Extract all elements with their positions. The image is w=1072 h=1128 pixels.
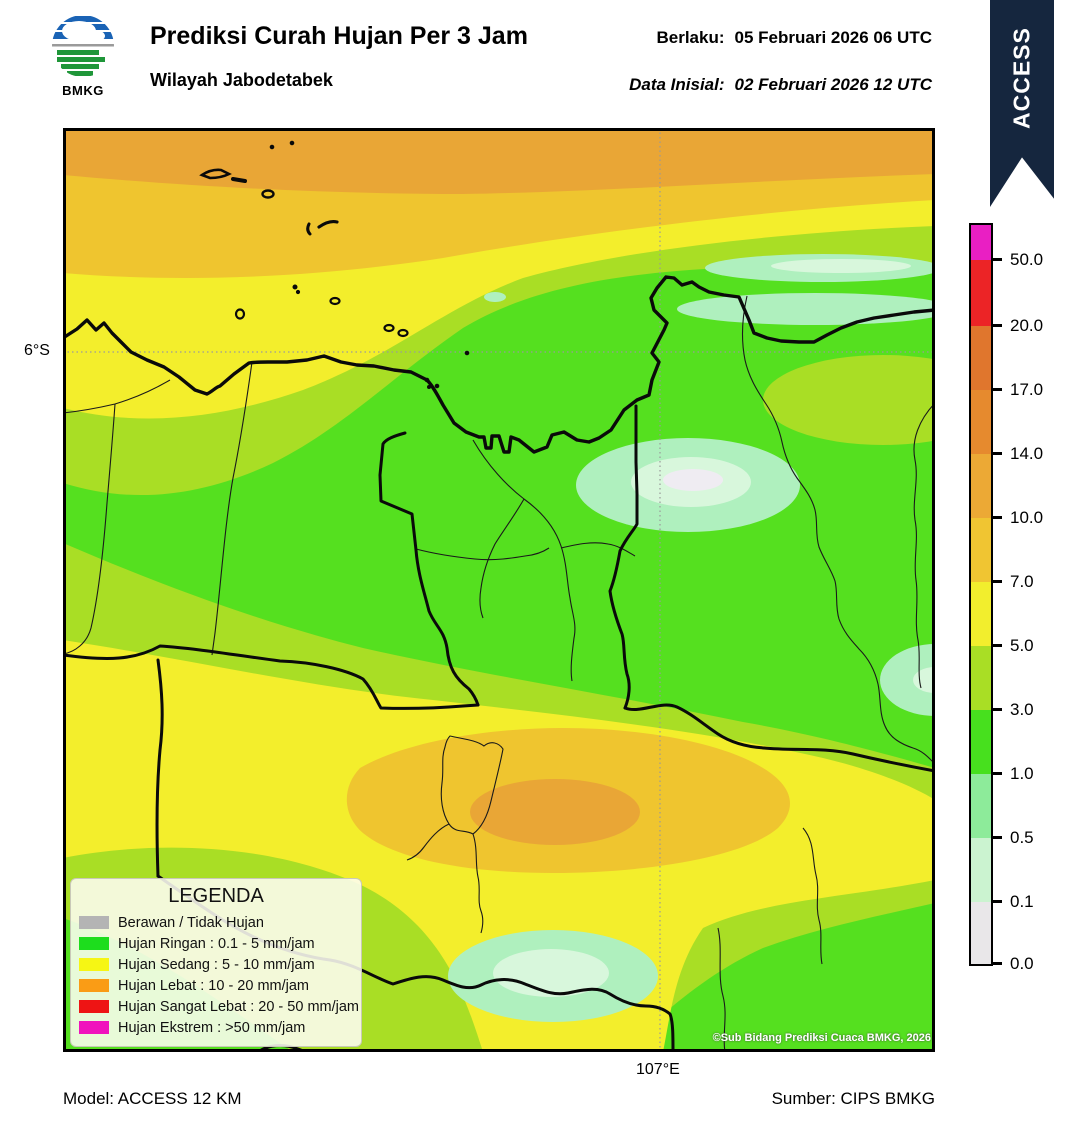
legend-item-label: Hujan Ringan : 0.1 - 5 mm/jam [118, 935, 315, 952]
access-ribbon-label: ACCESS [1008, 27, 1035, 129]
colorbar-tick-label: 5.0 [1010, 636, 1034, 655]
legend-item: Berawan / Tidak Hujan [79, 912, 353, 933]
legend-item: Hujan Ringan : 0.1 - 5 mm/jam [79, 933, 353, 954]
legend-item: Hujan Ekstrem : >50 mm/jam [79, 1017, 353, 1038]
bmkg-logo-icon [52, 15, 114, 77]
blob-orange-bottom [470, 779, 640, 845]
init-time-line: Data Inisial: 02 Februari 2026 12 UTC [629, 75, 932, 95]
legend-rows: Berawan / Tidak Hujan Hujan Ringan : 0.1 … [79, 912, 359, 1038]
colorbar-tick [993, 258, 1002, 261]
colorbar-tick [993, 516, 1002, 519]
legend-item-label: Hujan Ekstrem : >50 mm/jam [118, 1019, 306, 1036]
legend-swatch [79, 1021, 109, 1034]
colorbar-tick [993, 900, 1002, 903]
forecast-times: Berlaku: 05 Februari 2026 06 UTC Data Ini… [629, 28, 932, 95]
mint-speck [484, 292, 506, 302]
mint-cell-topright-core [771, 259, 911, 273]
colorbar-segment [971, 260, 991, 326]
colorbar-tick-label: 20.0 [1010, 316, 1044, 335]
colorbar: 50.0 20.0 17.0 14.0 10.0 7.0 5.0 3.0 1.0 0.5 0.1 0.… [969, 223, 1043, 973]
colorbar-segment [971, 838, 991, 902]
colorbar-tick [993, 708, 1002, 711]
oval-yellowgreen-right [763, 355, 935, 445]
legend-title: LEGENDA [168, 885, 264, 907]
colorbar-segment [971, 582, 991, 646]
colorbar-tick-label: 1.0 [1010, 764, 1034, 783]
colorbar-tick-label: 7.0 [1010, 572, 1034, 591]
valid-time-value: 05 Februari 2026 06 UTC [734, 28, 932, 47]
admin-boundaries-thin [63, 295, 935, 1052]
legend-item-label: Hujan Lebat : 10 - 20 mm/jam [118, 977, 310, 994]
page-title: Prediksi Curah Hujan Per 3 Jam [150, 22, 528, 50]
colorbar-tick-label: 0.0 [1010, 954, 1034, 973]
legend-swatch [79, 1000, 109, 1013]
colorbar-tick-label: 17.0 [1010, 380, 1044, 399]
colorbar-tick [993, 962, 1002, 965]
longitude-label: 107°E [636, 1061, 680, 1078]
colorbar-tick-label: 10.0 [1010, 508, 1044, 527]
colorbar-tick-label: 14.0 [1010, 444, 1044, 463]
coastline [63, 275, 935, 454]
legend-item-label: Berawan / Tidak Hujan [118, 914, 264, 931]
init-time-value: 02 Februari 2026 12 UTC [734, 75, 932, 94]
colorbar-segment [971, 454, 991, 518]
colorbar-segment [971, 390, 991, 454]
colorbar-segment [971, 646, 991, 710]
colorbar-tick-label: 0.5 [1010, 828, 1034, 847]
mint-cell-rightedge [880, 644, 935, 716]
colorbar-segment [971, 225, 991, 260]
colorbar-tick [993, 580, 1002, 583]
valid-time-line: Berlaku: 05 Februari 2026 06 UTC [629, 28, 932, 48]
legend-item: Hujan Sangat Lebat : 20 - 50 mm/jam [79, 996, 359, 1017]
legend-swatch [79, 916, 109, 929]
dry-cell-core [663, 469, 723, 491]
colorbar-tick [993, 324, 1002, 327]
colorbar-tick-label: 50.0 [1010, 250, 1044, 269]
colorbar-segment [971, 774, 991, 838]
legend-item: Hujan Lebat : 10 - 20 mm/jam [79, 975, 353, 996]
colorbar-tick-label: 0.1 [1010, 892, 1034, 911]
mint-cell-rightedge-core [913, 667, 935, 693]
colorbar-tick [993, 836, 1002, 839]
legend-swatch [79, 979, 109, 992]
bmkg-logo: BMKG [50, 14, 116, 98]
colorbar-tick [993, 772, 1002, 775]
page-subtitle: Wilayah Jabodetabek [150, 70, 333, 90]
init-time-label: Data Inisial: [629, 75, 725, 94]
colorbar-tick [993, 452, 1002, 455]
colorbar-segment [971, 518, 991, 582]
valid-time-label: Berlaku: [656, 28, 725, 47]
model-label: Model: ACCESS 12 KM [63, 1089, 242, 1108]
colorbar-tick [993, 644, 1002, 647]
legend-item: Hujan Sedang : 5 - 10 mm/jam [79, 954, 353, 975]
colorbar-tick [993, 388, 1002, 391]
colorbar-segment [971, 902, 991, 964]
latitude-label: 6°S [24, 342, 50, 359]
colorbar-segment [971, 710, 991, 774]
legend-item-label: Hujan Sedang : 5 - 10 mm/jam [118, 956, 315, 973]
band-orange-top [63, 128, 935, 194]
colorbar-tick-label: 3.0 [1010, 700, 1034, 719]
legend-item-label: Hujan Sangat Lebat : 20 - 50 mm/jam [118, 998, 359, 1015]
legend-swatch [79, 958, 109, 971]
copyright-text: ©Sub Bidang Prediksi Cuaca BMKG, 2026 [712, 1032, 931, 1044]
legend-box: LEGENDA Berawan / Tidak Hujan Hujan Ringa… [70, 878, 362, 1047]
legend-swatch [79, 937, 109, 950]
bmkg-logo-label: BMKG [62, 83, 104, 98]
islands [199, 140, 470, 389]
mint-cell-bottom-core [493, 949, 609, 997]
source-label: Sumber: CIPS BMKG [771, 1089, 935, 1108]
colorbar-segment [971, 326, 991, 390]
